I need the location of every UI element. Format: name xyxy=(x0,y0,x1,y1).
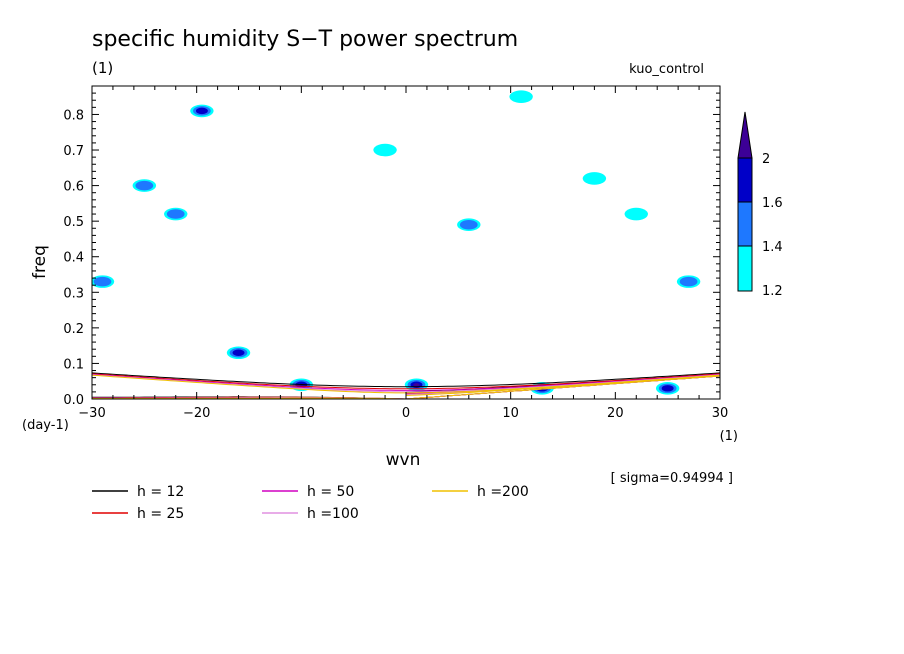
contour-blob xyxy=(509,90,533,103)
legend-label: h =200 xyxy=(477,484,529,500)
y-tick-label: 0.8 xyxy=(63,108,84,123)
chart-subtitle: (1) xyxy=(92,59,113,77)
x-axis-label: wvn xyxy=(386,450,421,470)
x-unit-label: (1) xyxy=(720,429,738,444)
contour-blob xyxy=(93,276,112,287)
colorbar-extend-arrow xyxy=(737,111,753,159)
x-tick-label: 30 xyxy=(712,406,729,421)
legend-item: h =100 xyxy=(262,506,359,522)
contour-blob xyxy=(624,207,648,221)
plot-frame xyxy=(91,85,721,400)
x-tick-label: −30 xyxy=(78,406,105,421)
colorbar-label: 1.4 xyxy=(762,240,783,255)
contour-blob xyxy=(661,385,674,392)
dispersion-curve-er1-h200 xyxy=(92,397,407,399)
y-tick-label: 0.4 xyxy=(63,251,84,266)
dispersion-curve-ig1-h12 xyxy=(92,372,720,388)
contour-blob xyxy=(413,383,420,387)
axis-ticks: −30 −20 −10 0 10 20 30 0.0 0.1 0.2 0.3 0.4 0.5 0.6 0.7… xyxy=(63,86,728,421)
sigma-label: [ sigma=0.94994 ] xyxy=(611,471,733,486)
dispersion-curve-eig0-h200 xyxy=(405,374,720,396)
legend-item: h = 12 xyxy=(92,484,184,500)
legend-label: h = 50 xyxy=(307,484,354,500)
legend-item: h = 25 xyxy=(92,506,184,522)
contour-blob xyxy=(582,172,607,185)
legend-label: h =100 xyxy=(307,506,359,522)
dispersion-curve-kelvin-h200 xyxy=(405,375,720,399)
y-tick-label: 0.6 xyxy=(63,180,84,195)
run-label: kuo_control xyxy=(629,62,704,77)
contour-blob xyxy=(195,107,208,115)
y-unit-label: (day-1) xyxy=(22,418,69,433)
legend: h = 12 h = 25 h = 50 h =100 h =200 xyxy=(92,484,529,522)
chart-title: specific humidity S−T power spectrum xyxy=(92,27,518,52)
contour-blob xyxy=(459,219,478,230)
legend-label: h = 25 xyxy=(137,506,184,522)
x-tick-label: −10 xyxy=(288,406,315,421)
y-tick-label: 0.2 xyxy=(63,322,84,337)
colorbar-segment xyxy=(737,201,753,247)
x-tick-label: −20 xyxy=(183,406,210,421)
colorbar-label: 1.2 xyxy=(762,284,783,299)
contour-blob xyxy=(679,276,698,287)
y-tick-label: 0.3 xyxy=(63,286,84,301)
y-tick-label: 0.1 xyxy=(63,357,84,372)
legend-item: h = 50 xyxy=(262,484,354,500)
plot-area xyxy=(92,90,720,399)
y-tick-label: 0.0 xyxy=(63,393,84,408)
x-tick-label: 20 xyxy=(607,406,624,421)
colorbar-label: 2 xyxy=(762,152,770,167)
x-tick-label: 0 xyxy=(402,406,410,421)
y-tick-label: 0.5 xyxy=(63,215,84,230)
x-tick-label: 10 xyxy=(502,406,519,421)
colorbar-segment xyxy=(737,245,753,292)
legend-label: h = 12 xyxy=(137,484,184,500)
contour-blob xyxy=(373,143,397,157)
dispersion-curve-ig1-h50 xyxy=(92,373,720,391)
y-tick-label: 0.7 xyxy=(63,144,84,159)
contour-blob xyxy=(135,180,154,191)
colorbar-label: 1.6 xyxy=(762,196,783,211)
legend-item: h =200 xyxy=(432,484,529,500)
dispersion-curve-ig1-h25 xyxy=(92,373,720,390)
colorbar-segment xyxy=(737,157,753,203)
contour-blob xyxy=(232,349,245,356)
contour-blob xyxy=(166,209,185,219)
y-axis-label: freq xyxy=(30,245,50,279)
colorbar: 1.2 1.4 1.6 2 xyxy=(737,111,783,299)
